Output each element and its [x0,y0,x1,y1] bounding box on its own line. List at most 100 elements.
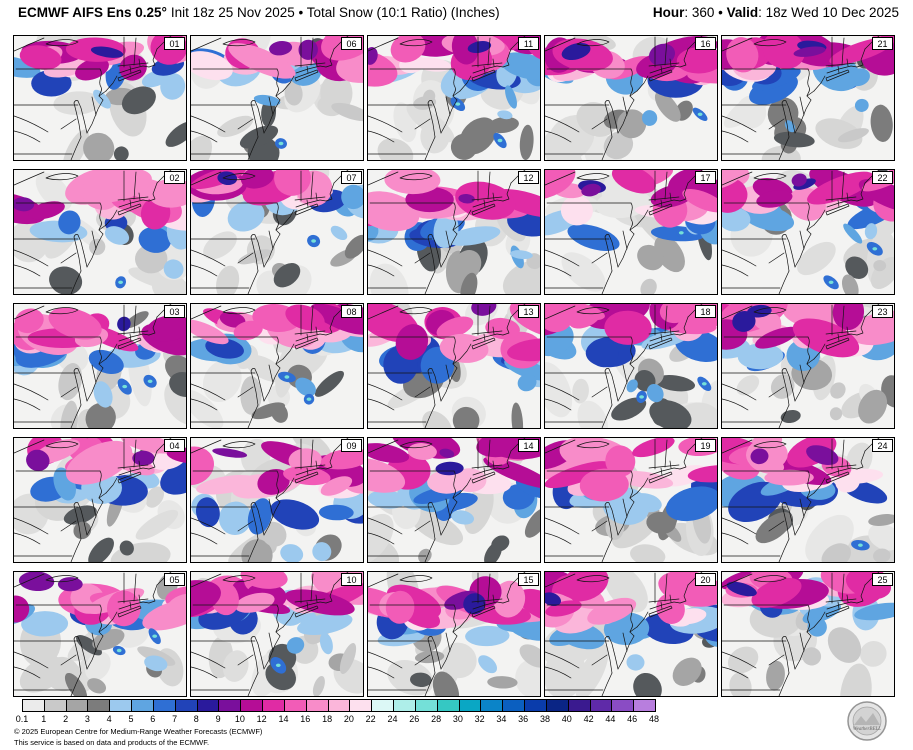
colorbar-segment [284,700,307,711]
svg-text:07: 07 [346,173,356,183]
svg-text:21: 21 [877,39,887,49]
colorbar-segment [612,700,635,711]
ensemble-member-map-19[interactable]: 19 [544,437,718,563]
colorbar-tick-label: 14 [278,714,289,724]
colorbar-tick-label: 10 [234,714,245,724]
ensemble-member-map-09[interactable]: 09 [190,437,364,563]
svg-text:02: 02 [169,173,179,183]
weatherbell-logo: WeatherBELL [847,701,887,741]
ensemble-member-map-15[interactable]: 15 [367,571,541,697]
svg-text:13: 13 [523,307,533,317]
colorbar-tick-label: 48 [648,714,660,724]
colorbar-tick-label: 3 [84,714,90,724]
colorbar-segment [459,700,482,711]
colorbar-segment [241,700,264,711]
ensemble-grid: 01 06 11 16 [13,35,895,697]
ensemble-member-map-02[interactable]: 02 [13,169,187,295]
ensemble-member-map-14[interactable]: 14 [367,437,541,563]
svg-text:10: 10 [346,575,356,585]
colorbar-segment [306,700,329,711]
ensemble-member-map-21[interactable]: 21 [721,35,895,161]
colorbar-segment [88,700,111,711]
colorbar-tick-label: 38 [539,714,551,724]
svg-text:09: 09 [346,441,356,451]
ensemble-member-map-05[interactable]: 05 [13,571,187,697]
colorbar-segment [197,700,220,711]
ensemble-member-map-13[interactable]: 13 [367,303,541,429]
ensemble-member-map-25[interactable]: 25 [721,571,895,697]
colorbar-segment [23,700,45,711]
ensemble-member-map-01[interactable]: 01 [13,35,187,161]
ensemble-member-map-16[interactable]: 16 [544,35,718,161]
colorbar-tick-label: 4 [106,714,112,724]
ensemble-member-map-24[interactable]: 24 [721,437,895,563]
colorbar-tick-label: 8 [193,714,199,724]
colorbar-tick-label: 42 [583,714,594,724]
svg-text:15: 15 [523,575,533,585]
colorbar-tick-label: 1 [41,714,47,724]
colorbar-tick-label: 12 [256,714,267,724]
ensemble-member-map-06[interactable]: 06 [190,35,364,161]
copyright-line1: © 2025 European Centre for Medium-Range … [14,727,263,736]
colorbar-tick-label: 30 [452,714,463,724]
ensemble-member-map-17[interactable]: 17 [544,169,718,295]
svg-text:05: 05 [169,575,179,585]
header-title: ECMWF AIFS Ens 0.25° Init 18z 25 Nov 2025… [18,5,504,20]
ensemble-member-map-03[interactable]: 03 [13,303,187,429]
colorbar-segment [503,700,526,711]
colorbar-segment [568,700,591,711]
svg-text:01: 01 [169,39,179,49]
init-info: Init 18z 25 Nov 2025 • Total Snow (10:1 … [170,5,500,20]
ensemble-member-map-08[interactable]: 08 [190,303,364,429]
svg-text:17: 17 [700,173,710,183]
colorbar-tick-label: 0.1 [15,714,29,724]
svg-text:16: 16 [700,39,710,49]
colorbar-tick-label: 36 [518,714,529,724]
ensemble-member-map-12[interactable]: 12 [367,169,541,295]
ensemble-member-map-04[interactable]: 04 [13,437,187,563]
colorbar-tick-label: 46 [627,714,638,724]
svg-text:25: 25 [877,575,887,585]
svg-text:12: 12 [523,173,533,183]
svg-text:03: 03 [169,307,179,317]
ensemble-member-map-23[interactable]: 23 [721,303,895,429]
ensemble-member-map-10[interactable]: 10 [190,571,364,697]
ensemble-member-map-07[interactable]: 07 [190,169,364,295]
colorbar-segment [66,700,89,711]
colorbar-tick-label: 28 [431,714,442,724]
svg-text:22: 22 [877,173,887,183]
colorbar-segment [372,700,395,711]
header-valid-info: Hour: 360 • Valid: 18z Wed 10 Dec 2025 [653,5,899,20]
svg-text:04: 04 [169,441,179,451]
colorbar-segment [44,700,67,711]
colorbar-segment [110,700,133,711]
colorbar-tick-label: 34 [496,714,507,724]
colorbar-tick-label: 2 [63,714,69,724]
ensemble-member-map-20[interactable]: 20 [544,571,718,697]
colorbar-segment [263,700,285,711]
ensemble-member-map-18[interactable]: 18 [544,303,718,429]
colorbar [22,699,656,712]
svg-text:24: 24 [877,441,887,451]
valid-value: : 18z Wed 10 Dec 2025 [758,5,899,20]
ensemble-member-map-11[interactable]: 11 [367,35,541,161]
colorbar-segment [634,700,656,711]
svg-text:19: 19 [700,441,710,451]
colorbar-segment [175,700,198,711]
colorbar-tick-label: 22 [365,714,376,724]
colorbar-segment [219,700,242,711]
svg-text:06: 06 [346,39,356,49]
ensemble-member-map-22[interactable]: 22 [721,169,895,295]
colorbar-segment [546,700,569,711]
colorbar-segment [481,700,504,711]
colorbar-segment [525,700,547,711]
colorbar-segment [153,700,176,711]
hour-label: Hour [652,5,685,20]
colorbar-labels: 0.1 1 2 3 4 5 6 7 8 9 10 12 14 16 18 20 22 24 26 28 30 32 34 36… [16,714,662,725]
colorbar-segment [415,700,438,711]
svg-text:14: 14 [523,441,533,451]
weatherbell-logo-text: WeatherBELL [853,727,881,732]
valid-label: Valid [726,5,759,20]
separator-dot: • [714,5,727,20]
colorbar-tick-label: 32 [474,714,485,724]
